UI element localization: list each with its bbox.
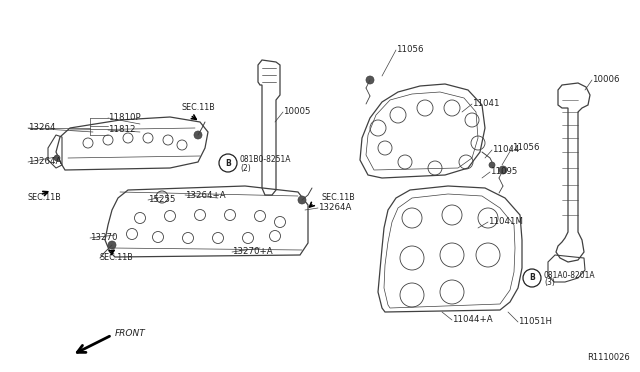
Text: 11051H: 11051H xyxy=(518,317,552,327)
Text: 11810P: 11810P xyxy=(108,113,141,122)
Text: 11812: 11812 xyxy=(108,125,136,135)
Text: 11095: 11095 xyxy=(490,167,517,176)
Text: 13264+A: 13264+A xyxy=(185,190,226,199)
Text: 11056: 11056 xyxy=(396,45,424,55)
Text: 081B0-8251A: 081B0-8251A xyxy=(240,155,291,164)
Text: 13264A: 13264A xyxy=(318,203,351,212)
Circle shape xyxy=(54,155,60,161)
Text: 10006: 10006 xyxy=(592,76,620,84)
Text: (2): (2) xyxy=(240,164,251,173)
Text: 11056: 11056 xyxy=(512,144,540,153)
Circle shape xyxy=(489,162,495,168)
Text: B: B xyxy=(529,273,535,282)
Text: 11041M: 11041M xyxy=(488,218,523,227)
Text: 13264A: 13264A xyxy=(28,157,61,167)
Text: SEC.11B: SEC.11B xyxy=(28,193,61,202)
Circle shape xyxy=(499,166,507,174)
Text: 13270: 13270 xyxy=(90,234,118,243)
Text: SEC.11B: SEC.11B xyxy=(100,253,134,263)
Text: SEC.11B: SEC.11B xyxy=(322,193,356,202)
Text: 11041: 11041 xyxy=(472,99,499,109)
Text: 13270+A: 13270+A xyxy=(232,247,273,257)
Text: 15255: 15255 xyxy=(148,196,175,205)
Circle shape xyxy=(298,196,306,204)
Text: (3): (3) xyxy=(544,279,555,288)
Text: 11044: 11044 xyxy=(492,145,520,154)
Circle shape xyxy=(194,131,202,139)
Circle shape xyxy=(366,76,374,84)
Text: 13264: 13264 xyxy=(28,124,56,132)
Text: FRONT: FRONT xyxy=(115,328,146,337)
Text: 081A0-8201A: 081A0-8201A xyxy=(544,270,596,279)
Text: SEC.11B: SEC.11B xyxy=(182,103,216,112)
Text: 10005: 10005 xyxy=(283,108,310,116)
Text: 11044+A: 11044+A xyxy=(452,315,493,324)
Circle shape xyxy=(108,241,116,249)
Text: B: B xyxy=(225,158,231,167)
Text: R1110026: R1110026 xyxy=(588,353,630,362)
